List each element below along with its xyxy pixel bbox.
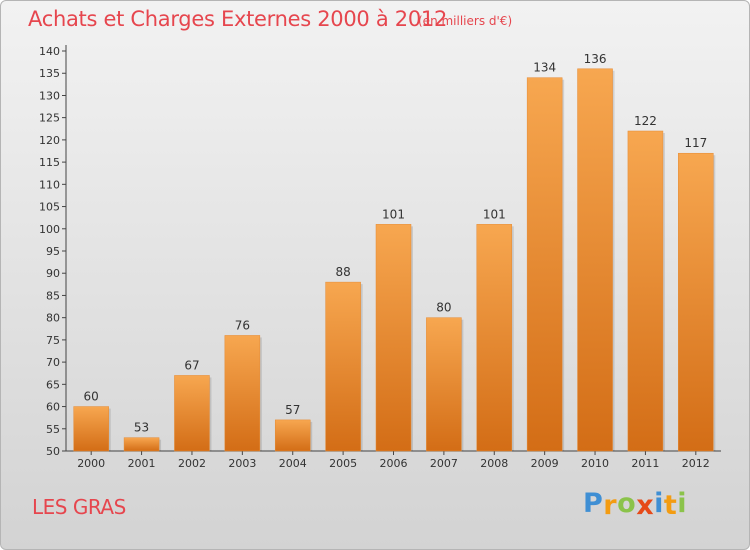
x-tick-label: 2009 xyxy=(531,457,559,470)
y-tick-label: 75 xyxy=(46,334,60,347)
logo-letter: i xyxy=(654,488,664,519)
proxiti-logo[interactable]: Proxiti xyxy=(583,488,688,521)
y-tick-label: 55 xyxy=(46,423,60,436)
x-tick-label: 2002 xyxy=(178,457,206,470)
y-tick-label: 80 xyxy=(46,312,60,325)
data-label: 80 xyxy=(436,301,451,315)
y-tick-label: 60 xyxy=(46,401,60,414)
y-tick-label: 140 xyxy=(39,45,60,58)
y-tick-label: 65 xyxy=(46,378,60,391)
x-tick-label: 2008 xyxy=(480,457,508,470)
y-tick-label: 100 xyxy=(39,223,60,236)
bar-2010 xyxy=(577,68,613,452)
y-tick-label: 135 xyxy=(39,67,60,80)
bar-2000 xyxy=(73,406,109,452)
y-tick-label: 130 xyxy=(39,89,60,102)
x-tick-label: 2001 xyxy=(128,457,156,470)
x-tick-label: 2004 xyxy=(279,457,307,470)
logo-letter: o xyxy=(617,488,637,519)
logo-letter: t xyxy=(663,490,678,521)
data-label: 53 xyxy=(134,421,149,435)
data-label: 101 xyxy=(382,207,405,221)
x-tick-label: 2005 xyxy=(329,457,357,470)
logo-letter: i xyxy=(677,488,688,519)
bar-2009 xyxy=(526,77,563,452)
data-label: 57 xyxy=(285,403,300,417)
data-label: 88 xyxy=(335,265,350,279)
bar-2001 xyxy=(123,437,160,452)
bar-2002 xyxy=(174,375,210,452)
x-tick-label: 2012 xyxy=(682,457,710,470)
data-label: 67 xyxy=(184,358,199,372)
logo-letter: r xyxy=(603,490,618,521)
x-tick-label: 2006 xyxy=(380,457,408,470)
y-tick-label: 105 xyxy=(39,201,60,214)
data-label: 117 xyxy=(684,136,707,150)
bar-2003 xyxy=(224,335,261,452)
data-label: 76 xyxy=(235,318,250,332)
x-tick-label: 2003 xyxy=(228,457,256,470)
chart-title: Achats et Charges Externes 2000 à 2012 xyxy=(28,7,448,31)
data-label: 122 xyxy=(634,114,657,128)
y-tick-label: 110 xyxy=(39,178,60,191)
y-tick-label: 70 xyxy=(46,356,60,369)
y-tick-label: 95 xyxy=(46,245,60,258)
bar-2005 xyxy=(325,281,361,452)
bar-2008 xyxy=(476,224,513,452)
data-label: 134 xyxy=(533,61,556,75)
x-tick-label: 2011 xyxy=(631,457,659,470)
y-tick-label: 125 xyxy=(39,112,60,125)
logo-letter: P xyxy=(583,488,604,519)
bar-2006 xyxy=(375,224,412,452)
y-tick-label: 120 xyxy=(39,134,60,147)
commune-name: LES GRAS xyxy=(32,495,126,519)
logo-letter: x xyxy=(636,490,655,521)
data-label: 136 xyxy=(584,52,607,66)
bar-2011 xyxy=(627,130,664,452)
x-tick-label: 2007 xyxy=(430,457,458,470)
y-tick-label: 115 xyxy=(39,156,60,169)
data-label: 60 xyxy=(84,390,99,404)
y-tick-label: 90 xyxy=(46,267,60,280)
bar-2007 xyxy=(426,317,462,452)
x-tick-label: 2010 xyxy=(581,457,609,470)
x-tick-label: 2000 xyxy=(77,457,105,470)
chart-unit: (en milliers d'€) xyxy=(418,14,513,28)
data-label: 101 xyxy=(483,207,506,221)
bar-2004 xyxy=(274,419,311,452)
y-tick-label: 50 xyxy=(46,445,60,458)
y-tick-label: 85 xyxy=(46,289,60,302)
bar-2012 xyxy=(678,152,714,452)
